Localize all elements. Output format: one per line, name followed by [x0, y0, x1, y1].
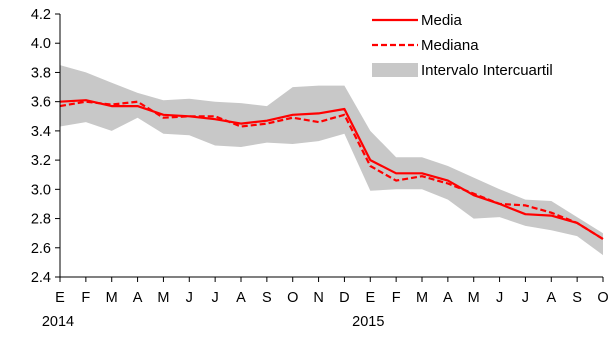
y-tick-label: 3.8 [31, 65, 51, 81]
legend-label-band: Intervalo Intercuartil [421, 62, 553, 79]
y-tick-label: 4.2 [31, 7, 51, 23]
x-tick-label: A [546, 290, 556, 306]
x-year-label: 2014 [42, 314, 74, 330]
y-tick-label: 3.0 [31, 182, 51, 198]
x-year-label: 2015 [352, 314, 384, 330]
x-tick-label: J [212, 290, 219, 306]
x-tick-label: M [106, 290, 118, 306]
x-tick-label: A [133, 290, 143, 306]
x-tick-label: J [496, 290, 503, 306]
x-tick-label: N [313, 290, 323, 306]
y-tick-label: 2.4 [31, 270, 51, 286]
x-tick-label: J [186, 290, 193, 306]
y-tick-label: 2.6 [31, 241, 51, 257]
x-tick-label: S [572, 290, 582, 306]
y-tick-label: 3.6 [31, 95, 51, 111]
axes: 2.42.62.83.03.23.43.63.84.04.2E F M A M J J A S O… [31, 7, 609, 330]
legend-swatch-band [372, 63, 418, 77]
legend-label-media: Media [421, 12, 463, 29]
x-tick-label: O [597, 290, 608, 306]
x-tick-label: M [468, 290, 480, 306]
y-tick-label: 2.8 [31, 212, 51, 228]
x-tick-label: J [522, 290, 529, 306]
y-tick-label: 3.2 [31, 153, 51, 169]
x-tick-label: S [262, 290, 272, 306]
legend-label-mediana: Mediana [421, 37, 479, 54]
y-tick-label: 3.4 [31, 124, 51, 140]
x-tick-label: F [392, 290, 401, 306]
x-tick-label: E [55, 290, 65, 306]
x-tick-label: O [287, 290, 298, 306]
x-tick-label: E [365, 290, 375, 306]
x-tick-label: A [443, 290, 453, 306]
interquartile-band-layer [60, 65, 603, 256]
series-line-mediana [59, 100, 604, 240]
x-tick-label: M [157, 290, 169, 306]
interquartile-band [60, 65, 603, 256]
x-tick-label: M [416, 290, 428, 306]
x-tick-label: A [236, 290, 246, 306]
legend: Media Mediana Intervalo Intercuartil [372, 12, 553, 79]
series-layer [59, 99, 604, 240]
x-tick-label: F [81, 290, 90, 306]
y-tick-label: 4.0 [31, 36, 51, 52]
x-tick-label: D [339, 290, 349, 306]
